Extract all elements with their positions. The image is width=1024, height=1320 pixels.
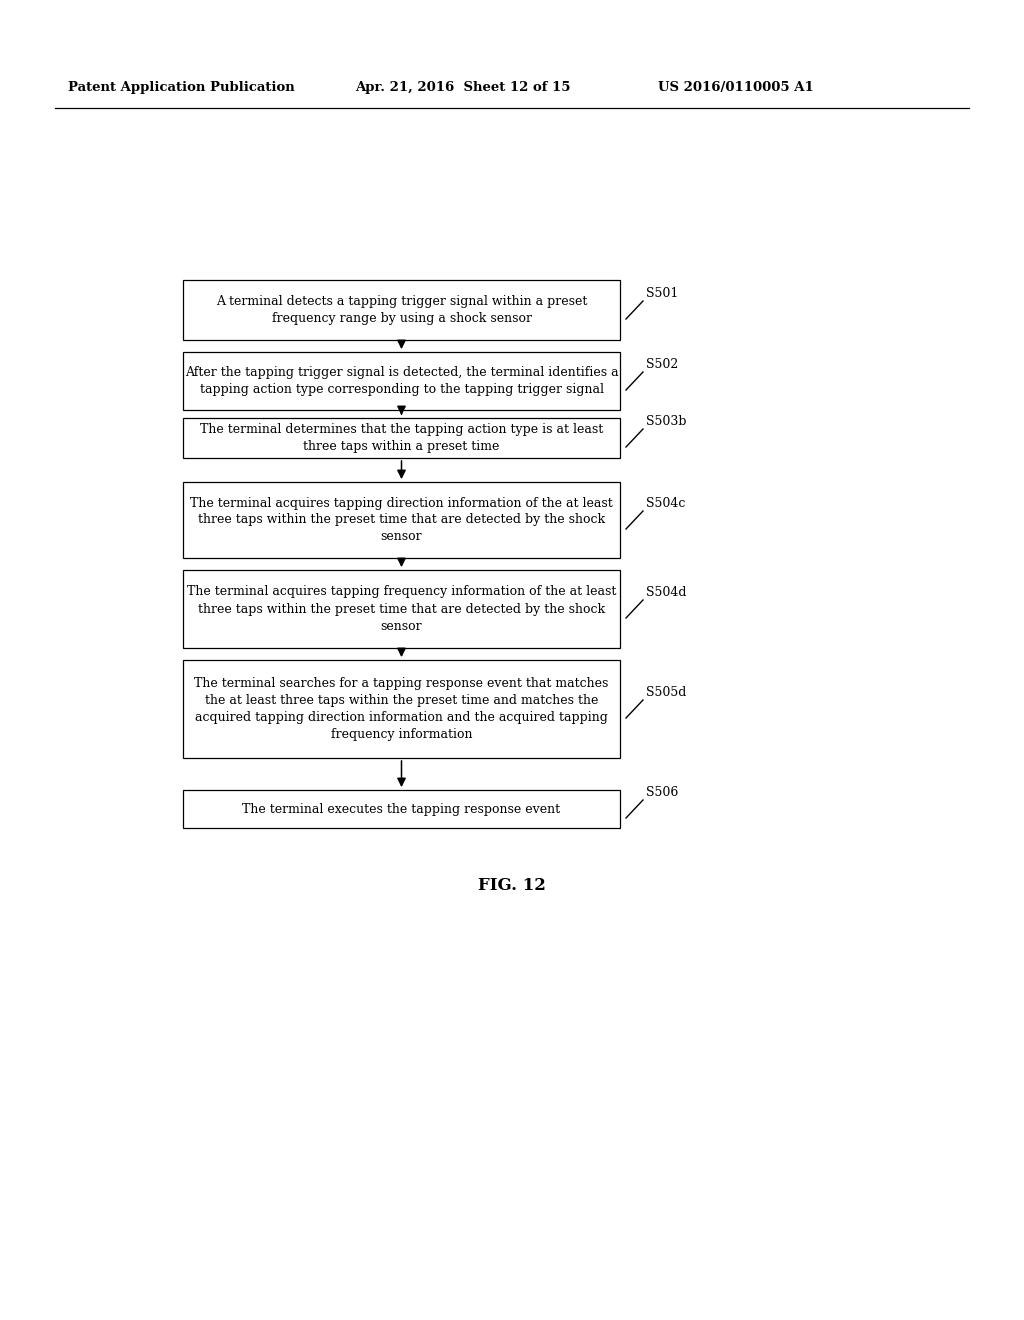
- Text: The terminal acquires tapping frequency information of the at least
three taps w: The terminal acquires tapping frequency …: [186, 586, 616, 632]
- Text: A terminal detects a tapping trigger signal within a preset
frequency range by u: A terminal detects a tapping trigger sig…: [216, 294, 587, 325]
- Text: S505d: S505d: [646, 686, 686, 700]
- Text: The terminal searches for a tapping response event that matches
the at least thr: The terminal searches for a tapping resp…: [195, 677, 608, 741]
- Text: US 2016/0110005 A1: US 2016/0110005 A1: [658, 82, 814, 95]
- Text: S501: S501: [646, 286, 678, 300]
- Text: FIG. 12: FIG. 12: [478, 876, 546, 894]
- Text: The terminal acquires tapping direction information of the at least
three taps w: The terminal acquires tapping direction …: [190, 496, 613, 544]
- Text: Patent Application Publication: Patent Application Publication: [68, 82, 295, 95]
- Bar: [183, 660, 620, 758]
- Text: S504c: S504c: [646, 498, 685, 510]
- Text: The terminal executes the tapping response event: The terminal executes the tapping respon…: [243, 803, 560, 816]
- Bar: [183, 482, 620, 558]
- Bar: [183, 280, 620, 341]
- Text: S504d: S504d: [646, 586, 686, 599]
- Text: Apr. 21, 2016  Sheet 12 of 15: Apr. 21, 2016 Sheet 12 of 15: [355, 82, 570, 95]
- Text: S502: S502: [646, 358, 678, 371]
- Text: After the tapping trigger signal is detected, the terminal identifies a
tapping : After the tapping trigger signal is dete…: [184, 366, 618, 396]
- Bar: [183, 789, 620, 828]
- Text: S503b: S503b: [646, 414, 686, 428]
- Bar: [183, 418, 620, 458]
- Text: The terminal determines that the tapping action type is at least
three taps with: The terminal determines that the tapping…: [200, 422, 603, 453]
- Text: S506: S506: [646, 785, 678, 799]
- Bar: [183, 570, 620, 648]
- Bar: [183, 352, 620, 411]
